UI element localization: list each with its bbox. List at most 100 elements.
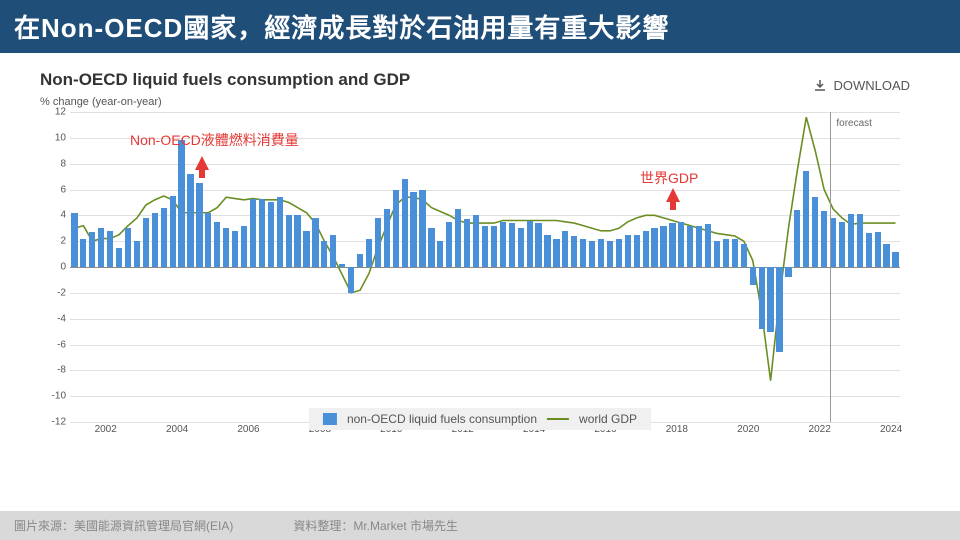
bar: [134, 241, 140, 267]
bar: [785, 267, 791, 277]
legend-line-label: world GDP: [579, 412, 637, 426]
bar: [366, 239, 372, 267]
page: 在Non-OECD國家，經濟成長對於石油用量有重大影響 DOWNLOAD Non…: [0, 0, 960, 540]
bar: [580, 239, 586, 267]
bar: [232, 231, 238, 267]
forecast-label: forecast: [836, 118, 872, 129]
bar: [607, 241, 613, 267]
bar: [866, 233, 872, 267]
bar: [143, 218, 149, 267]
legend-swatch-line: [547, 418, 569, 420]
y-tick: -12: [40, 417, 66, 428]
bar: [527, 221, 533, 268]
bar: [767, 267, 773, 332]
bar: [839, 222, 845, 267]
legend-swatch-bar: [323, 413, 337, 425]
bar: [883, 244, 889, 267]
y-tick: 4: [40, 210, 66, 221]
chart-area: Non-OECD liquid fuels consumption and GD…: [40, 70, 920, 490]
bar: [339, 264, 345, 267]
bar: [803, 171, 809, 267]
y-tick: 10: [40, 132, 66, 143]
bar: [643, 231, 649, 267]
arrow-stem: [670, 202, 676, 210]
bar: [857, 214, 863, 267]
bar: [286, 215, 292, 267]
y-tick: 12: [40, 107, 66, 118]
y-tick: 0: [40, 262, 66, 273]
bar: [794, 210, 800, 267]
annotation-bar: Non-OECD液體燃料消費量: [130, 130, 310, 150]
bar: [98, 228, 104, 267]
bar: [80, 239, 86, 267]
bar: [277, 197, 283, 267]
bar: [553, 239, 559, 267]
bar: [196, 183, 202, 267]
bar: [518, 228, 524, 267]
x-tick: 2018: [666, 424, 688, 435]
bar: [330, 235, 336, 267]
bar: [348, 267, 354, 293]
bar: [241, 226, 247, 267]
bar: [178, 140, 184, 267]
y-tick: -2: [40, 287, 66, 298]
y-axis-label: % change (year-on-year): [40, 96, 920, 108]
bar: [598, 239, 604, 267]
bar: [482, 226, 488, 267]
bar: [776, 267, 782, 352]
bar: [848, 214, 854, 267]
annotation-line: 世界GDP: [640, 168, 698, 188]
bar: [152, 213, 158, 267]
x-tick: 2020: [737, 424, 759, 435]
bar: [616, 239, 622, 267]
bar: [634, 235, 640, 267]
bar: [294, 215, 300, 267]
bar: [419, 190, 425, 268]
bar: [571, 236, 577, 267]
y-tick: -6: [40, 339, 66, 350]
bar: [402, 179, 408, 267]
arrow-stem: [199, 170, 205, 178]
bar: [428, 228, 434, 267]
bar: [687, 226, 693, 267]
bar: [892, 252, 898, 268]
bar: [821, 211, 827, 267]
bar: [562, 231, 568, 267]
bar: [107, 231, 113, 267]
bar: [312, 218, 318, 267]
y-tick: -10: [40, 391, 66, 402]
bar: [375, 218, 381, 267]
x-tick: 2002: [95, 424, 117, 435]
bar: [125, 228, 131, 267]
arrow-icon: [666, 188, 680, 202]
bar: [259, 199, 265, 267]
footer: 圖片來源：美國能源資訊管理局官網(EIA) 資料整理：Mr.Market 市場先…: [0, 511, 960, 540]
bar: [214, 222, 220, 267]
bar: [669, 223, 675, 267]
bar: [723, 239, 729, 267]
bar: [357, 254, 363, 267]
y-tick: 2: [40, 236, 66, 247]
y-tick: 6: [40, 184, 66, 195]
chart-title: Non-OECD liquid fuels consumption and GD…: [40, 70, 920, 90]
bar: [759, 267, 765, 329]
bar: [71, 213, 77, 267]
bar: [116, 248, 122, 267]
bar: [732, 239, 738, 267]
bar: [250, 199, 256, 267]
bar: [875, 232, 881, 267]
bar: [714, 241, 720, 267]
footer-source: 圖片來源：美國能源資訊管理局官網(EIA): [14, 517, 233, 534]
bar: [625, 235, 631, 267]
bar: [705, 224, 711, 267]
bar: [491, 226, 497, 267]
bar: [651, 228, 657, 267]
bar: [303, 231, 309, 267]
page-title: 在Non-OECD國家，經濟成長對於石油用量有重大影響: [0, 0, 960, 53]
bar: [678, 222, 684, 267]
bar: [544, 235, 550, 267]
x-tick: 2022: [809, 424, 831, 435]
bar: [161, 208, 167, 267]
footer-compiled: 資料整理：Mr.Market 市場先生: [293, 517, 458, 534]
bar: [696, 226, 702, 267]
